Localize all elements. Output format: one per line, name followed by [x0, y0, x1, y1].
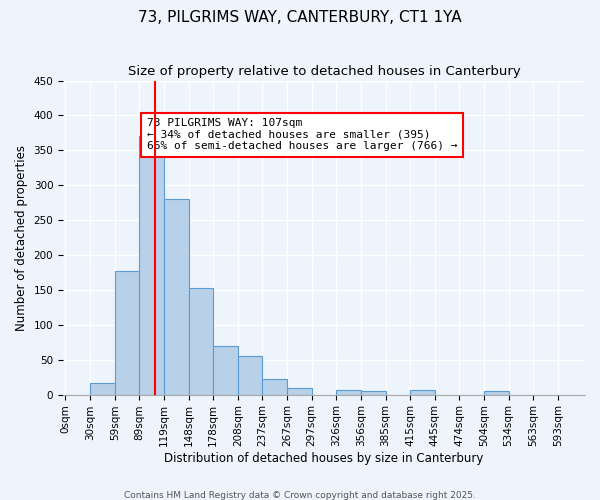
Bar [164, 199, 188, 394]
Bar [262, 378, 287, 394]
X-axis label: Distribution of detached houses by size in Canterbury: Distribution of detached houses by size … [164, 452, 484, 465]
Title: Size of property relative to detached houses in Canterbury: Size of property relative to detached ho… [128, 65, 520, 78]
Bar [213, 346, 238, 395]
Bar [139, 136, 164, 394]
Text: 73 PILGRIMS WAY: 107sqm
← 34% of detached houses are smaller (395)
66% of semi-d: 73 PILGRIMS WAY: 107sqm ← 34% of detache… [146, 118, 457, 152]
Bar [484, 391, 509, 394]
Bar [188, 288, 213, 395]
Y-axis label: Number of detached properties: Number of detached properties [15, 144, 28, 330]
Bar [287, 388, 312, 394]
Bar [90, 382, 115, 394]
Bar [115, 271, 139, 394]
Bar [410, 390, 435, 394]
Bar [238, 356, 262, 395]
Text: 73, PILGRIMS WAY, CANTERBURY, CT1 1YA: 73, PILGRIMS WAY, CANTERBURY, CT1 1YA [138, 10, 462, 25]
Bar [361, 391, 386, 394]
Bar [337, 390, 361, 394]
Text: Contains HM Land Registry data © Crown copyright and database right 2025.: Contains HM Land Registry data © Crown c… [124, 490, 476, 500]
